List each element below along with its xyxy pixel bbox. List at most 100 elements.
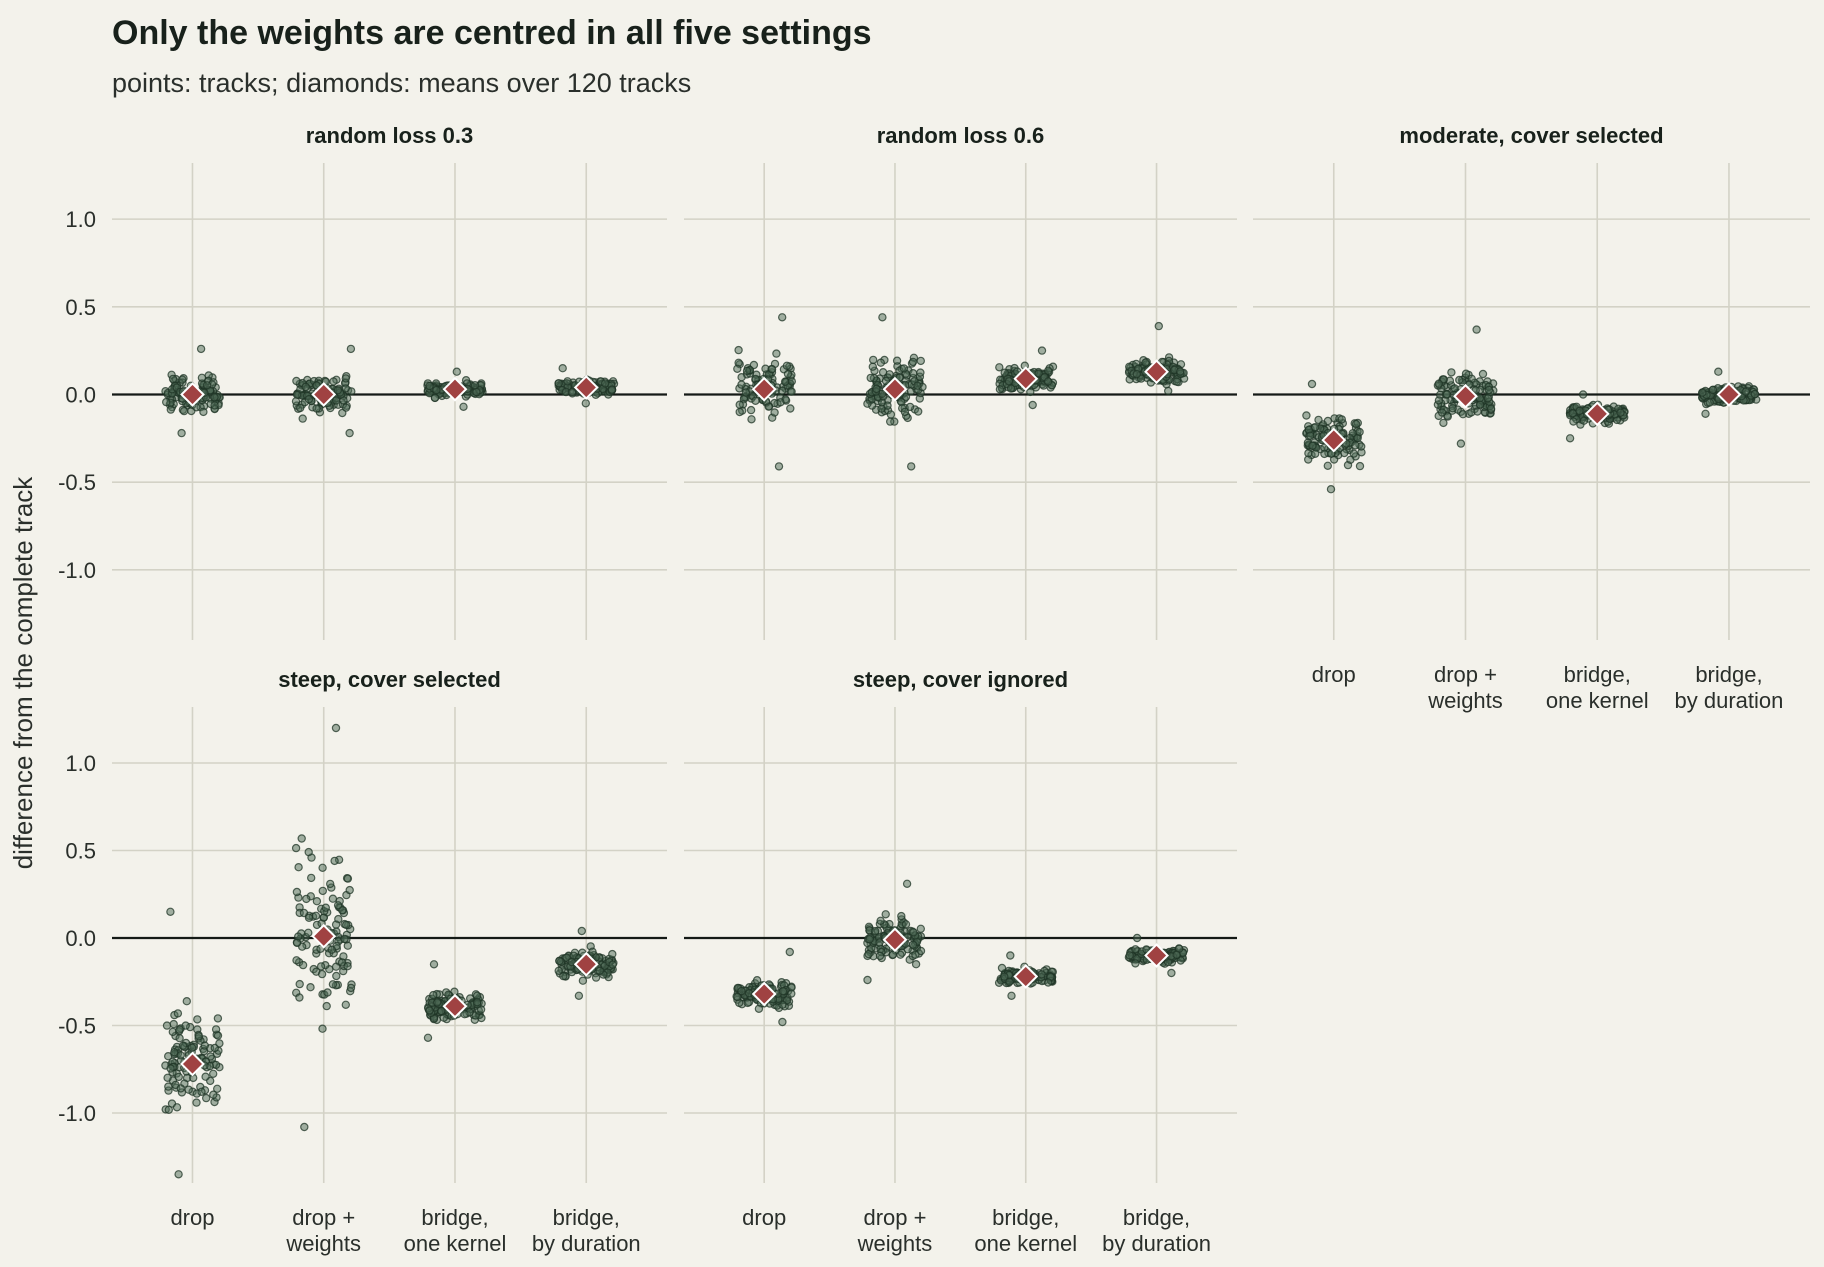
track-point (908, 357, 918, 367)
track-point (317, 969, 327, 979)
track-point (197, 373, 207, 382)
track-point (746, 405, 756, 415)
track-point (741, 388, 751, 397)
mean-diamond (1453, 383, 1478, 409)
track-point (174, 1170, 183, 1179)
mean-diamond (1013, 366, 1039, 392)
y-tick-label: 0.5 (65, 839, 96, 864)
track-point (876, 916, 885, 926)
mean-diamond (1013, 964, 1039, 989)
strip-3 (423, 960, 486, 1043)
track-point (737, 373, 746, 382)
strip-2 (291, 723, 356, 1132)
x-tick-label: drop + (292, 1205, 355, 1230)
track-point (1000, 972, 1009, 981)
track-point (878, 313, 887, 322)
track-point (1043, 377, 1053, 386)
track-point (429, 990, 438, 1000)
strip-4 (554, 364, 619, 408)
track-point (574, 991, 584, 1001)
track-point (298, 960, 308, 970)
track-point (341, 403, 351, 412)
track-point (346, 983, 356, 993)
track-point (1698, 388, 1707, 397)
track-point (886, 410, 896, 419)
x-tick-label: bridge, (992, 1205, 1059, 1230)
track-point (1442, 390, 1452, 399)
track-point (772, 349, 781, 358)
track-point (328, 894, 338, 903)
track-point (1705, 398, 1714, 407)
track-point (1163, 386, 1173, 396)
track-point (1131, 959, 1140, 968)
track-point (899, 364, 909, 373)
panel-4: steep, cover selected 1.0 0.5 0.0 -0.5 -1.0 dr… (58, 667, 667, 1256)
track-point (175, 1033, 184, 1043)
track-point (885, 370, 894, 379)
track-point (452, 367, 461, 376)
y-axis-label: difference from the complete track (8, 476, 38, 870)
track-point (194, 1032, 203, 1041)
track-point (776, 398, 785, 407)
x-tick-label: bridge, (1695, 662, 1762, 687)
track-point (1132, 933, 1142, 943)
track-point (1616, 408, 1625, 417)
track-point (292, 956, 301, 965)
track-point (995, 385, 1005, 394)
track-point (774, 462, 784, 471)
track-point (1172, 377, 1182, 386)
track-point (591, 973, 601, 982)
track-point (172, 1103, 182, 1112)
track-point (770, 408, 779, 417)
track-point (785, 947, 795, 957)
track-point (304, 928, 313, 938)
track-point (164, 1105, 173, 1115)
track-point (863, 975, 872, 985)
track-point (346, 344, 356, 354)
track-point (312, 381, 321, 390)
track-point (209, 1090, 218, 1099)
track-point (1004, 377, 1014, 386)
track-point (737, 380, 746, 389)
track-point (866, 373, 875, 383)
track-point (423, 1033, 433, 1043)
track-point (1355, 427, 1364, 437)
y-tick-label: 1.0 (65, 207, 96, 232)
x-tick-label: by duration (1675, 688, 1784, 713)
track-point (578, 976, 588, 985)
panel-3: moderate, cover selected drop drop +weight… (1253, 123, 1810, 713)
track-point (178, 375, 187, 384)
mean-diamond (180, 382, 205, 407)
track-point (1437, 408, 1447, 417)
track-point (1326, 485, 1336, 494)
track-point (1708, 385, 1718, 395)
track-point (306, 983, 315, 992)
track-point (905, 402, 915, 412)
track-point (460, 1010, 469, 1019)
track-point (297, 834, 306, 843)
track-point (780, 377, 790, 386)
track-point (916, 368, 925, 377)
strip-2 (863, 879, 926, 985)
track-point (298, 414, 307, 423)
track-point (608, 949, 617, 959)
track-point (737, 986, 746, 996)
x-tick-label: drop + (863, 1205, 926, 1230)
track-point (1323, 416, 1333, 426)
track-point (174, 1072, 183, 1082)
strip-2 (863, 313, 927, 471)
track-point (166, 405, 175, 414)
x-tick-label: by duration (1102, 1231, 1211, 1256)
track-point (429, 960, 439, 969)
track-point (187, 1043, 197, 1052)
track-point (1337, 415, 1347, 424)
track-point (735, 400, 744, 409)
mean-diamond (311, 382, 337, 407)
y-tick-label: -1.0 (58, 558, 96, 583)
track-point (1483, 394, 1493, 403)
track-point (911, 950, 920, 959)
track-point (170, 1048, 179, 1057)
mean-diamond (1716, 382, 1742, 407)
track-point (295, 993, 304, 1002)
x-tick-label: drop (742, 1205, 786, 1230)
